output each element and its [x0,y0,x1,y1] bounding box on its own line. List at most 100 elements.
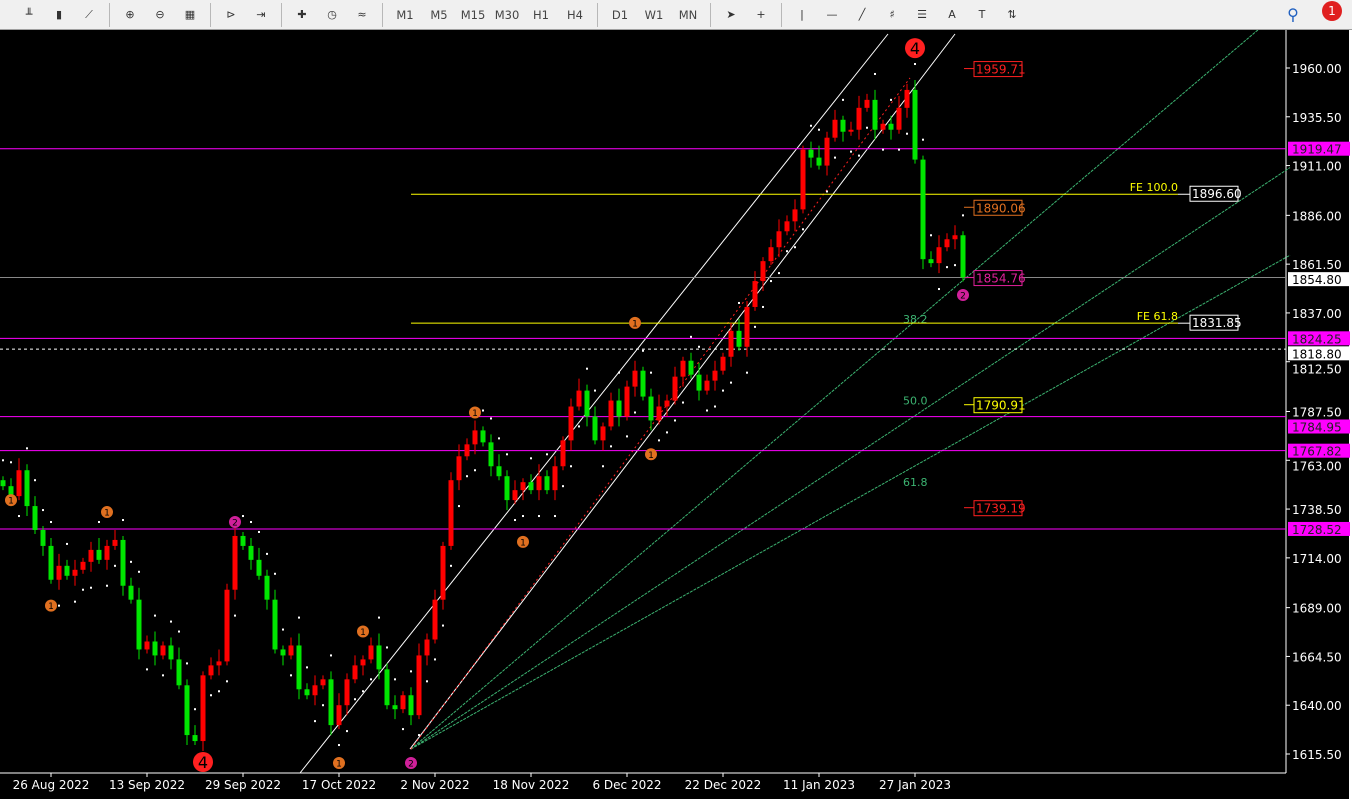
sar-dot [546,453,548,456]
bid-price-label: 1854.80 [1292,273,1342,287]
candle-body [160,645,166,656]
indicators-icon[interactable]: ≈ [357,8,367,21]
price-chart[interactable]: 26 Aug 2022 13 Sep 2022 29 Sep 2022 17 Oct … [0,27,1350,799]
candle-body [248,545,254,560]
bar-chart-icon[interactable]: ╨ [25,8,33,21]
candle-body [112,539,118,546]
arrows-icon[interactable]: ⇅ [1007,8,1017,21]
candle [432,589,438,644]
candle-body [144,641,150,650]
timeframe-h1[interactable]: H1 [533,7,549,22]
candle-body [936,247,942,264]
fibo-expansion-label: FE 100.0 [1130,181,1178,194]
candle [856,95,862,140]
candle-body [480,430,486,443]
candle-body [16,470,22,497]
chart-shift-icon[interactable]: ⊳ [226,8,236,21]
sar-dot [690,335,692,338]
candle [144,635,150,654]
timeframe-w1[interactable]: W1 [644,7,664,22]
candle-body [296,645,302,690]
candle-body [944,239,950,248]
candle [536,464,542,501]
sar-dot [514,519,516,522]
candle [480,426,486,447]
x-tick-label: 27 Jan 2023 [879,778,951,792]
timeframe-m1[interactable]: M1 [396,7,414,22]
line-chart-icon[interactable]: ⟋ [85,7,93,21]
timeframe-m30[interactable]: M30 [494,7,520,22]
candle [800,145,806,214]
fibo-fan-line [410,254,1291,750]
candle-body [224,589,230,662]
sar-dot [602,465,604,468]
candle-body [608,400,614,427]
candle [640,366,646,401]
sar-dot [410,670,412,673]
candle [952,225,958,250]
timeframe-mn[interactable]: MN [678,7,698,22]
trendline-icon[interactable]: ╱ [858,8,866,21]
price-label: 1739.19 [976,502,1026,516]
candle-body [536,476,542,491]
text-icon[interactable]: A [948,8,956,21]
candle-body [208,665,214,676]
notification-badge[interactable]: 1 [1322,1,1342,21]
search-icon[interactable]: ⚲ [1287,5,1299,24]
timeframe-d1[interactable]: D1 [611,7,629,22]
history-clock-icon[interactable]: ◷ [327,8,337,21]
candle-body [832,119,838,138]
candlestick-chart-icon[interactable]: ▮ [55,8,63,21]
text-label-icon[interactable]: T [978,8,986,21]
candle [904,83,910,118]
level-price-tag [1288,521,1350,536]
timeframe-m5[interactable]: M5 [430,7,448,22]
candle [528,474,534,495]
candle-body [520,482,526,491]
sar-dot [210,694,212,697]
sar-dot [610,445,612,448]
candle-body [784,221,790,232]
wave-mark-label: 1 [336,759,342,769]
sar-dot [786,250,788,253]
crosshair-icon[interactable]: + [756,8,766,21]
candle-body [232,535,238,590]
timeframe-h4[interactable]: H4 [567,7,583,22]
wave-mark-circle [193,752,213,772]
sar-dot [26,447,28,450]
fibo-expansion-icon[interactable]: ♯ [889,8,895,21]
sar-dot [2,459,4,462]
zoom-in-icon[interactable]: ⊕ [125,8,135,21]
tile-windows-icon[interactable]: ▦ [184,8,196,21]
candle-body [880,123,886,130]
sar-dot [378,616,380,619]
wave-mark-circle [629,316,641,329]
sar-dot [914,63,916,66]
cursor-icon[interactable]: ➤ [726,8,736,21]
candle-body [624,386,630,417]
candle [520,478,526,501]
sar-dot [634,411,636,414]
candle [760,257,766,292]
candle-body [928,259,934,264]
candle-body [576,390,582,407]
candle-body [456,456,462,481]
new-order-icon[interactable]: ✚ [297,8,307,21]
vertical-line-icon[interactable]: | [800,8,804,21]
y-tick-label: 1714.00 [1292,552,1342,566]
candle [656,394,662,425]
candle [928,251,934,268]
candle [872,89,878,140]
candle-body [920,159,926,260]
chart-canvas[interactable]: 26 Aug 2022 13 Sep 2022 29 Sep 2022 17 Oct … [0,27,1350,799]
zoom-out-icon[interactable]: ⊖ [155,8,165,21]
y-tick-label: 1738.50 [1292,503,1342,517]
candle-body [848,129,854,132]
horizontal-line-icon[interactable]: — [826,8,838,21]
timeframe-m15[interactable]: M15 [460,7,486,22]
sar-dot [146,668,148,671]
fibo-retracement-icon[interactable]: ☰ [917,8,927,21]
sar-dot [554,515,556,518]
sar-dot [802,228,804,231]
autoscroll-icon[interactable]: ⇥ [256,8,266,21]
